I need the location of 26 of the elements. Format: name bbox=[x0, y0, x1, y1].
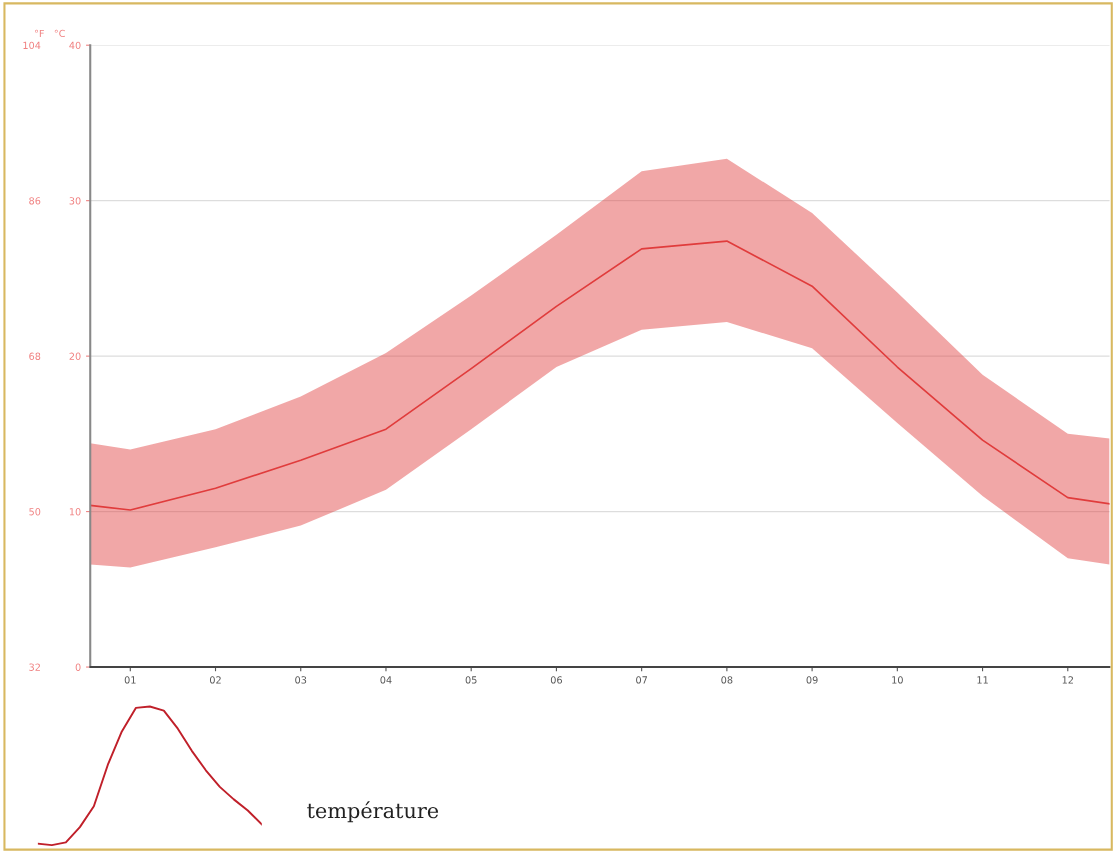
y-axis-title: °C bbox=[54, 29, 65, 38]
x-tick-label: 03 bbox=[295, 676, 307, 684]
x-tick-label: 09 bbox=[806, 676, 818, 684]
y2-tick-label: 50 bbox=[29, 508, 41, 516]
y-tick-label: 0 bbox=[75, 663, 81, 671]
x-tick-label: 11 bbox=[977, 676, 988, 684]
y2-tick-label: 32 bbox=[29, 663, 40, 671]
line-series bbox=[90, 240, 1110, 511]
x-tick-label: 05 bbox=[465, 676, 477, 684]
y2-axis-title: °F bbox=[34, 29, 44, 37]
y-tick-label: 30 bbox=[69, 197, 81, 205]
x-tick-label: 12 bbox=[1062, 676, 1073, 684]
y-tick-label: 40 bbox=[69, 41, 81, 50]
text: température bbox=[307, 801, 439, 823]
x-tick-label: 07 bbox=[636, 676, 647, 684]
x-tick-label: 02 bbox=[209, 676, 221, 684]
x-tick-label: 04 bbox=[380, 676, 392, 684]
x-tick-label: 06 bbox=[550, 676, 562, 684]
y2-tick-label: 86 bbox=[29, 197, 41, 205]
x-tick-label: 10 bbox=[892, 676, 903, 684]
x-tick-label: 08 bbox=[721, 676, 733, 684]
y-tick-label: 20 bbox=[69, 352, 81, 360]
y2-tick-label: 104 bbox=[23, 41, 41, 50]
y-tick-label: 10 bbox=[69, 508, 81, 516]
x-tick-label: 01 bbox=[124, 676, 136, 684]
y2-tick-label: 68 bbox=[29, 352, 41, 360]
